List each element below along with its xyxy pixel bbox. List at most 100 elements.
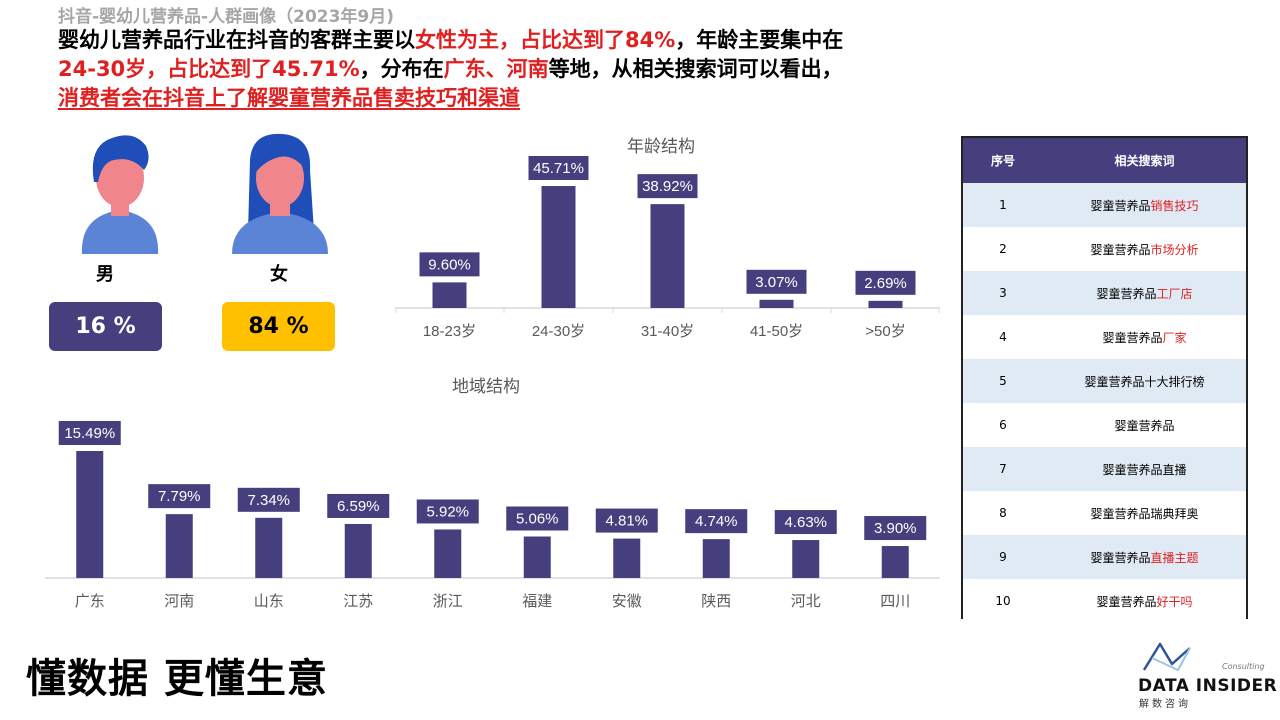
search-keyword: 婴童营养品销售技巧 [1043, 183, 1246, 227]
keyword-table: 序号 相关搜索词 1 婴童营养品销售技巧 2 婴童营养品市场分析 3 婴童营养品工厂店 4 婴… [963, 138, 1246, 623]
female-share-badge: 84 % [222, 302, 335, 351]
category-label: 河北 [791, 593, 821, 610]
table-row: 6 婴童营养品 [963, 403, 1246, 447]
data-label: 3.07% [755, 274, 798, 291]
data-label-box [595, 508, 658, 533]
headline-highlight: 消费者会在抖音上了解婴童营养品售卖技巧和渠道 [58, 86, 520, 110]
bar [344, 523, 372, 578]
bar [650, 204, 685, 308]
keyword-highlight: 市场分析 [1150, 242, 1199, 257]
headline-text: 等地，从相关搜索词可以看出， [548, 57, 843, 81]
data-label-box [685, 509, 748, 534]
slogan: 懂数据 更懂生意 [26, 656, 328, 702]
row-number: 4 [963, 315, 1043, 359]
category-label: 四川 [880, 593, 910, 610]
headline-highlight: 24-30岁，占比达到了45.71% [58, 57, 360, 81]
page-subtitle: 抖音-婴幼儿营养品-人群画像（2023年9月) [58, 7, 395, 27]
bar [702, 539, 730, 578]
age-chart-title: 年龄结构 [627, 137, 695, 157]
row-number: 10 [963, 579, 1043, 623]
data-label: 9.60% [428, 256, 471, 273]
data-label-box [864, 516, 927, 541]
table-row: 10 婴童营养品好干吗 [963, 579, 1246, 623]
keyword-base: 婴童营养品 [1102, 330, 1163, 345]
category-label: 24-30岁 [532, 323, 585, 340]
male-avatar-icon [81, 135, 159, 254]
keyword-highlight: 直播主题 [1150, 550, 1199, 565]
category-label: 山东 [254, 593, 284, 610]
female-avatar-icon [232, 133, 328, 254]
data-label-box [774, 510, 837, 535]
keyword-base: 婴童营养品 [1090, 198, 1151, 213]
headline-text: ，分布在 [359, 57, 444, 81]
brand-name: DATA INSIDER [1138, 676, 1278, 696]
table-row: 1 婴童营养品销售技巧 [963, 183, 1246, 227]
bar [76, 451, 104, 578]
keyword-base: 婴童营养品 [1090, 550, 1151, 565]
row-number: 5 [963, 359, 1043, 403]
bar [523, 536, 551, 578]
keyword-base: 婴童营养品直播 [1102, 462, 1187, 477]
data-label: 7.34% [247, 492, 290, 509]
table-row: 8 婴童营养品瑞典拜奥 [963, 491, 1246, 535]
headline-highlight: 广东、河南 [443, 57, 549, 81]
data-label-box [148, 484, 211, 509]
data-label: 3.90% [874, 520, 917, 537]
data-label: 7.79% [158, 488, 201, 505]
region-bar-chart: 15.49% 广东 7.79% 河南 7.34% 山东 6.59% 江苏 5.92% 浙江 5.06… [45, 421, 940, 610]
data-label-box [237, 487, 300, 512]
bar [541, 186, 576, 308]
category-label: 41-50岁 [750, 323, 803, 340]
bar [255, 517, 283, 578]
table-row: 4 婴童营养品厂家 [963, 315, 1246, 359]
keyword-base: 婴童营养品十大排行榜 [1084, 374, 1205, 389]
data-label: 5.06% [516, 511, 559, 528]
data-label: 6.59% [337, 498, 380, 515]
headline-highlight: 女性为主，占比达到了84% [415, 28, 676, 52]
search-keyword: 婴童营养品十大排行榜 [1043, 359, 1246, 403]
keyword-highlight: 厂家 [1162, 330, 1187, 345]
bar [432, 282, 467, 308]
row-number: 3 [963, 271, 1043, 315]
search-keyword: 婴童营养品厂家 [1043, 315, 1246, 359]
data-label: 38.92% [642, 178, 693, 195]
keyword-base: 婴童营养品 [1090, 242, 1151, 257]
data-insider-logo-icon [1142, 642, 1191, 671]
data-label-box [528, 156, 589, 180]
category-label: 18-23岁 [423, 323, 476, 340]
bar [792, 540, 820, 578]
search-keyword-table: 序号 相关搜索词 1 婴童营养品销售技巧 2 婴童营养品市场分析 3 婴童营养品工厂店 4 婴… [961, 136, 1248, 623]
table-row: 2 婴童营养品市场分析 [963, 227, 1246, 271]
table-row: 5 婴童营养品十大排行榜 [963, 359, 1246, 403]
data-label-box [416, 499, 479, 524]
data-label: 4.63% [784, 514, 827, 531]
table-row: 7 婴童营养品直播 [963, 447, 1246, 491]
row-number: 8 [963, 491, 1043, 535]
search-keyword: 婴童营养品瑞典拜奥 [1043, 491, 1246, 535]
category-label: 陕西 [701, 593, 731, 610]
bar [165, 514, 193, 578]
male-share-badge: 16 % [49, 302, 162, 351]
search-keyword: 婴童营养品直播主题 [1043, 535, 1246, 579]
data-label-box [746, 269, 807, 294]
data-label: 4.74% [695, 513, 738, 530]
female-label: 女 [270, 264, 288, 285]
row-number: 9 [963, 535, 1043, 579]
data-label: 15.49% [64, 425, 115, 442]
region-chart-title: 地域结构 [452, 377, 520, 397]
bar [868, 300, 903, 308]
search-keyword: 婴童营养品市场分析 [1043, 227, 1246, 271]
data-label: 5.92% [426, 503, 469, 520]
column-header-keyword: 相关搜索词 [1043, 138, 1246, 183]
data-label: 4.81% [605, 513, 648, 530]
search-keyword: 婴童营养品 [1043, 403, 1246, 447]
table-row: 9 婴童营养品直播主题 [963, 535, 1246, 579]
headline: 婴幼儿营养品行业在抖音的客群主要以女性为主，占比达到了84%，年龄主要集中在 24… [58, 26, 978, 113]
row-number: 6 [963, 403, 1043, 447]
data-label-box [637, 174, 698, 199]
bar [881, 546, 909, 578]
data-label-box [855, 270, 916, 295]
search-keyword: 婴童营养品工厂店 [1043, 271, 1246, 315]
row-number: 1 [963, 183, 1043, 227]
category-label: 福建 [522, 593, 552, 610]
